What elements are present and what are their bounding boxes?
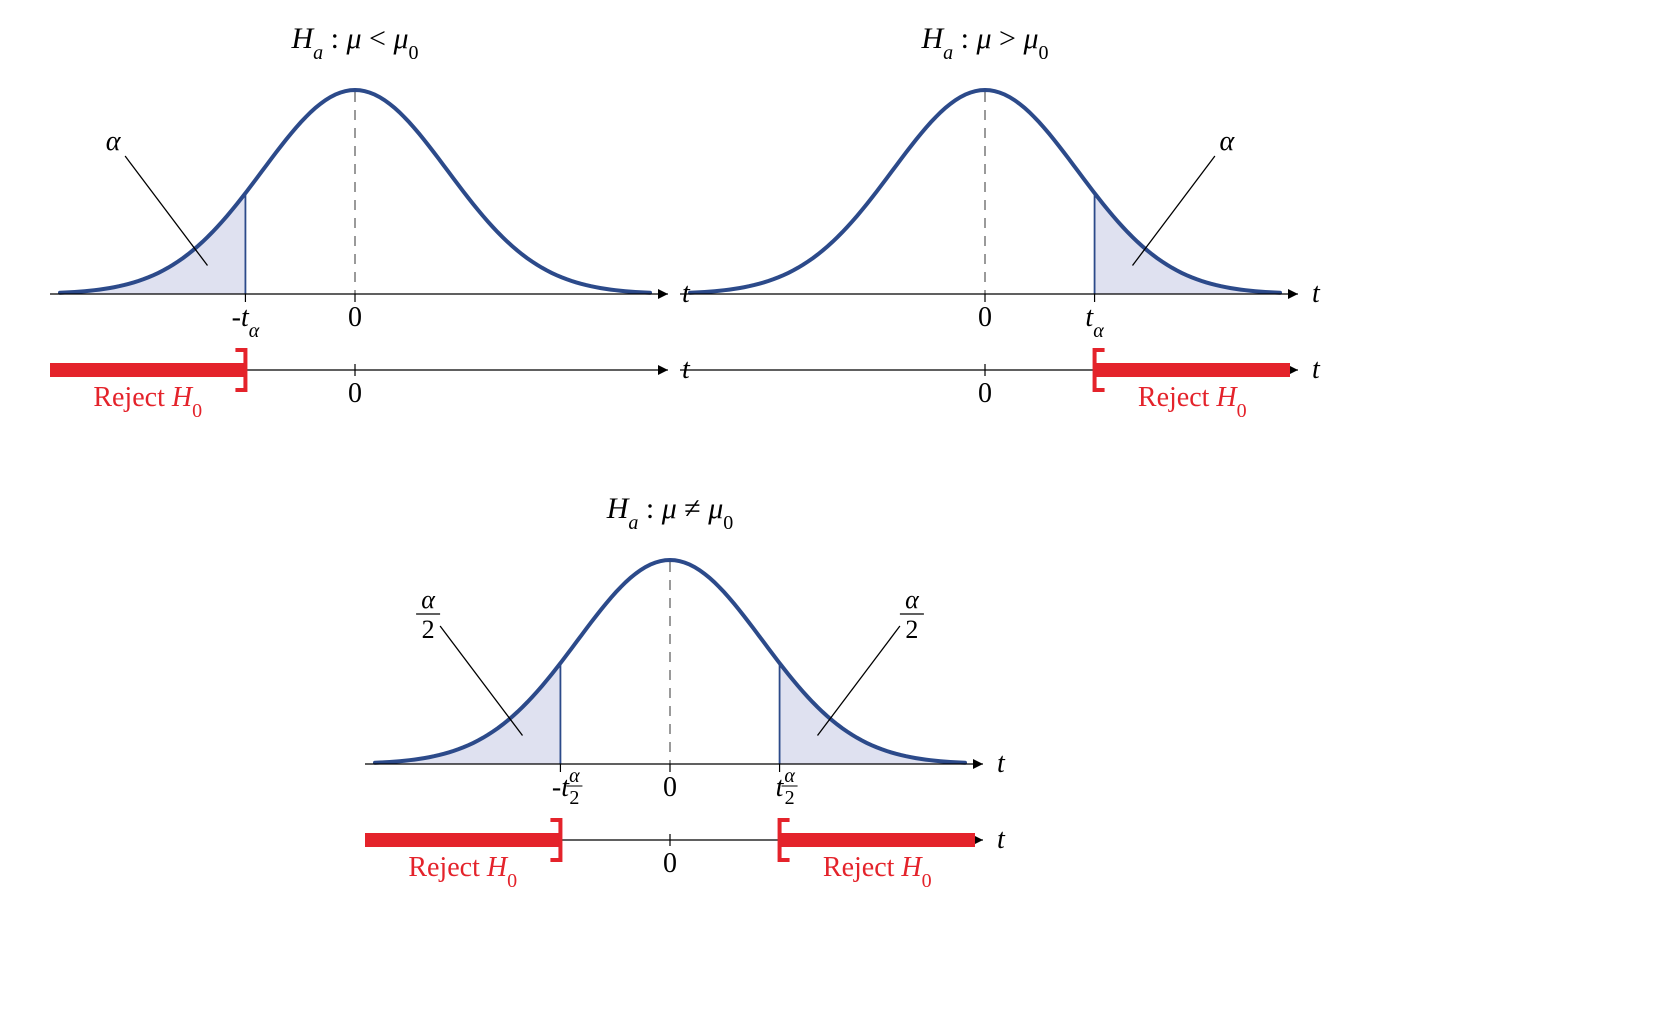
svg-text:α: α (421, 585, 436, 614)
panel-title: Ha : μ < μ0 (290, 22, 418, 64)
axis-label-t: t (997, 748, 1006, 779)
alpha-pointer (125, 156, 207, 266)
reject-bar (1095, 363, 1290, 377)
svg-text:α: α (905, 585, 920, 614)
svg-text:2: 2 (422, 615, 435, 644)
svg-text:2: 2 (785, 787, 795, 809)
alpha-pointer (818, 626, 900, 736)
panel-title: Ha : μ > μ0 (920, 22, 1048, 64)
figure-container: Ha : μ < μ0t0-tααt0Reject H0Ha : μ > μ0t… (20, 20, 1640, 997)
shaded-tail (1095, 193, 1280, 294)
shaded-tail (60, 193, 245, 294)
critical-value-label: -t (552, 772, 570, 803)
zero-label: 0 (348, 302, 362, 333)
svg-text:0: 0 (348, 378, 362, 409)
alpha-label: α2 (416, 585, 440, 644)
panel-title: Ha : μ ≠ μ0 (606, 492, 734, 534)
alpha-pointer (1133, 156, 1215, 266)
reject-label: Reject H0 (93, 382, 202, 422)
critical-value-label: -tα (232, 302, 260, 342)
axis-label-t-2: t (997, 824, 1006, 855)
svg-text:α: α (784, 765, 795, 787)
axis-label-t-2: t (1312, 354, 1321, 385)
alpha-label: α2 (900, 585, 924, 644)
critical-value-label: tα (1085, 302, 1104, 342)
alpha-pointer (440, 626, 522, 736)
reject-bar (50, 363, 245, 377)
reject-bar (780, 833, 975, 847)
reject-label: Reject H0 (1138, 382, 1247, 422)
alpha-label: α (1220, 126, 1236, 157)
shaded-tail (780, 663, 965, 764)
zero-label: 0 (663, 772, 677, 803)
svg-text:α: α (569, 765, 580, 787)
axis-label-t: t (1312, 278, 1321, 309)
critical-value-label: t (776, 772, 785, 803)
shaded-tail (375, 663, 560, 764)
svg-text:2: 2 (569, 787, 579, 809)
reject-label: Reject H0 (823, 852, 932, 892)
svg-text:0: 0 (663, 848, 677, 879)
zero-label: 0 (978, 302, 992, 333)
hypothesis-test-figure: Ha : μ < μ0t0-tααt0Reject H0Ha : μ > μ0t… (20, 20, 1640, 997)
svg-text:2: 2 (905, 615, 918, 644)
reject-label: Reject H0 (408, 852, 517, 892)
alpha-label: α (106, 126, 122, 157)
svg-text:0: 0 (978, 378, 992, 409)
reject-bar (365, 833, 560, 847)
